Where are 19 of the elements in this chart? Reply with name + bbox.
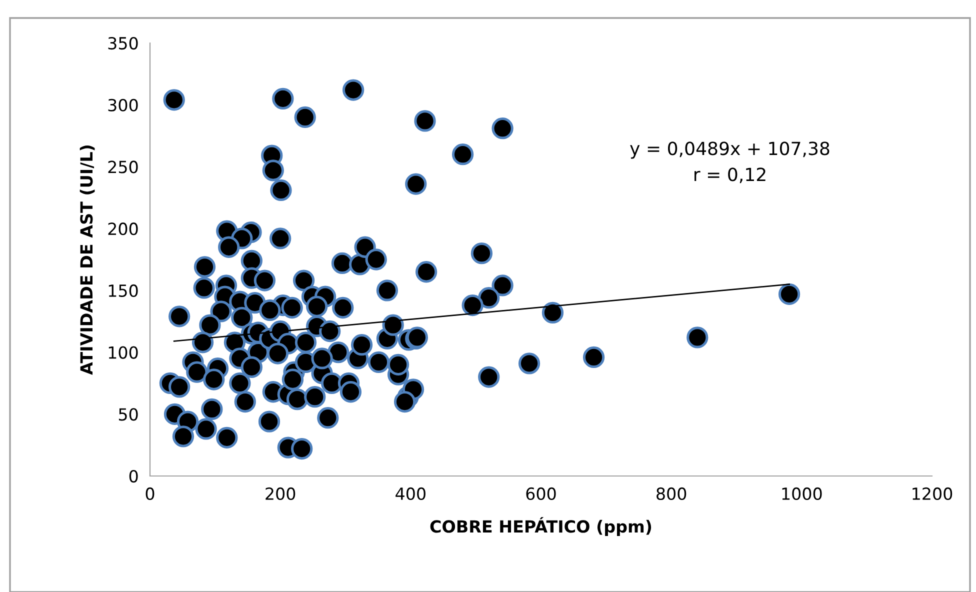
x-axis-title: COBRE HEPÁTICO (ppm) <box>430 517 652 536</box>
x-tick-label: 1200 <box>912 487 952 500</box>
y-tick-label: 150 <box>108 284 138 297</box>
y-tick-label: 200 <box>108 222 138 236</box>
y-tick-label: 250 <box>108 160 138 174</box>
x-tick-label: 600 <box>526 487 556 500</box>
x-tick-label: 400 <box>396 487 426 500</box>
x-tick-label: 200 <box>266 487 296 500</box>
annotation: r = 0,12 <box>694 168 766 184</box>
x-tick-label: 0 <box>146 487 154 500</box>
y-tick-label: 350 <box>108 36 138 50</box>
y-tick-label: 300 <box>108 98 138 112</box>
y-tick-label: 50 <box>118 408 138 421</box>
y-tick-label: 100 <box>108 346 138 359</box>
x-tick-label: 1000 <box>782 487 822 500</box>
x-tick-label: 800 <box>656 487 686 500</box>
y-tick-label: 0 <box>129 470 138 483</box>
y-axis-title: ATIVIDADE DE AST (UI/L) <box>80 146 95 375</box>
annotation: y = 0,0489x + 107,38 <box>630 142 830 159</box>
